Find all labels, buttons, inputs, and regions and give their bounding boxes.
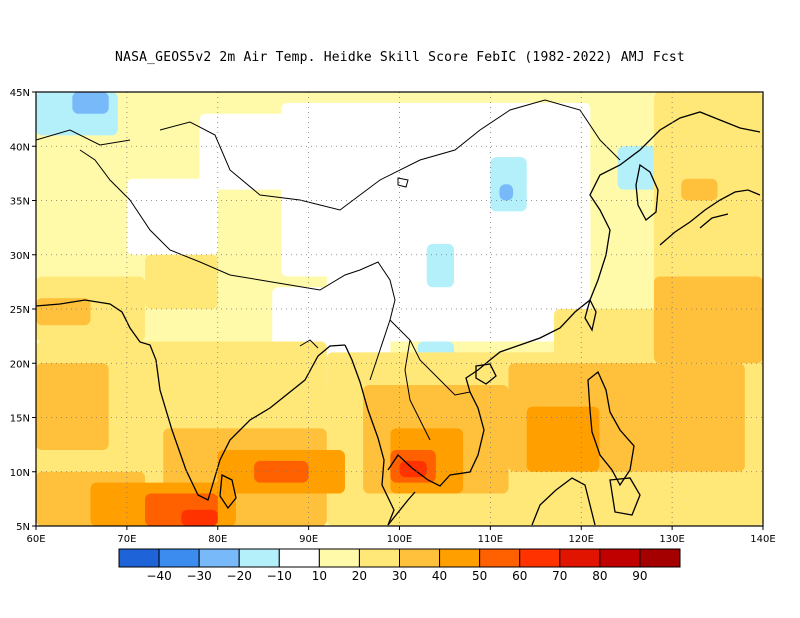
lat-tick-label: 35N xyxy=(10,197,30,208)
lat-tick-label: 15N xyxy=(10,414,30,425)
lon-tick-label: 90E xyxy=(299,534,318,545)
lat-tick-label: 10N xyxy=(10,468,30,479)
colorbar-label: −40 xyxy=(146,569,171,583)
skill-region-20 xyxy=(36,363,109,451)
lat-tick-label: 45N xyxy=(10,88,30,99)
skill-region-7 xyxy=(72,92,109,114)
skill-region-3 xyxy=(199,113,327,190)
lon-tick-label: 60E xyxy=(26,534,45,545)
colorbar-label: 90 xyxy=(632,569,647,583)
country-borders xyxy=(35,99,621,441)
lon-tick-label: 100E xyxy=(387,534,412,545)
colorbar-label: 20 xyxy=(352,569,367,583)
lon-tick-label: 120E xyxy=(569,534,594,545)
colorbar-label: 50 xyxy=(472,569,487,583)
lat-tick-label: 30N xyxy=(10,251,30,262)
lake-outlines xyxy=(299,177,409,349)
taiwan-coastline xyxy=(584,298,597,332)
colorbar-swatch xyxy=(198,548,240,568)
mindanao-coastline xyxy=(609,477,641,516)
philippines-coastline xyxy=(587,370,635,487)
skill-region-30 xyxy=(526,406,600,472)
colorbar-swatch xyxy=(559,548,601,568)
skill-region-8 xyxy=(490,157,527,212)
sumatra-coastline xyxy=(387,491,416,526)
skill-region-26 xyxy=(681,178,718,201)
skill-region-24 xyxy=(653,276,763,364)
lon-tick-label: 130E xyxy=(659,534,684,545)
colorbar-swatch xyxy=(118,548,160,568)
skill-region-18 xyxy=(145,254,218,309)
lat-tick-label: 5N xyxy=(16,522,30,533)
colorbar-label: 30 xyxy=(392,569,407,583)
colorbar-label: 80 xyxy=(592,569,607,583)
lat-tick-label: 20N xyxy=(10,359,30,370)
hainan-coastline xyxy=(475,363,497,385)
lon-tick-label: 110E xyxy=(478,534,503,545)
colorbar-label: −20 xyxy=(227,569,252,583)
skill-region-10 xyxy=(426,243,455,288)
sri-lanka-coastline xyxy=(219,473,237,510)
colorbar-label: −30 xyxy=(186,569,211,583)
coastlines-and-borders xyxy=(35,99,761,526)
lat-tick-label: 25N xyxy=(10,305,30,316)
chart-title: NASA_GEOS5v2 2m Air Temp. Heidke Skill S… xyxy=(115,50,685,65)
colorbar-swatch xyxy=(399,548,441,568)
colorbar-swatch xyxy=(519,548,561,568)
colorbar-swatch xyxy=(479,548,521,568)
lon-tick-label: 70E xyxy=(117,534,136,545)
colorbar-swatch xyxy=(158,548,200,568)
colorbar-label: 60 xyxy=(512,569,527,583)
skill-region-16 xyxy=(653,92,763,320)
colorbar: −40 −30 −20 −10 10 20 30 40 50 60 70 80 90 xyxy=(118,548,681,583)
colorbar-swatch xyxy=(358,548,400,568)
india-coastline xyxy=(35,299,346,501)
lon-tick-label: 80E xyxy=(208,534,227,545)
colorbar-label: 70 xyxy=(552,569,567,583)
colorbar-label: −10 xyxy=(267,569,292,583)
skill-region-34 xyxy=(181,509,218,526)
colorbar-label: 40 xyxy=(432,569,447,583)
korea-coastline xyxy=(635,163,659,221)
colorbar-swatch xyxy=(439,548,481,568)
skill-region-19 xyxy=(36,298,91,326)
skill-region-5 xyxy=(126,178,218,255)
lat-tick-label: 40N xyxy=(10,142,30,153)
borneo-coastline xyxy=(531,477,596,526)
southeast-asia-coastline xyxy=(344,111,761,526)
colorbar-label: 10 xyxy=(312,569,327,583)
colorbar-swatch xyxy=(599,548,641,568)
gridlines xyxy=(36,92,763,526)
japan-coastline xyxy=(659,189,761,246)
colorbar-swatch xyxy=(639,548,681,568)
colorbar-swatch xyxy=(238,548,280,568)
colorbar-swatch xyxy=(318,548,360,568)
lon-tick-label: 140E xyxy=(750,534,775,545)
colorbar-swatch xyxy=(278,548,320,568)
skill-region-9 xyxy=(499,184,514,201)
